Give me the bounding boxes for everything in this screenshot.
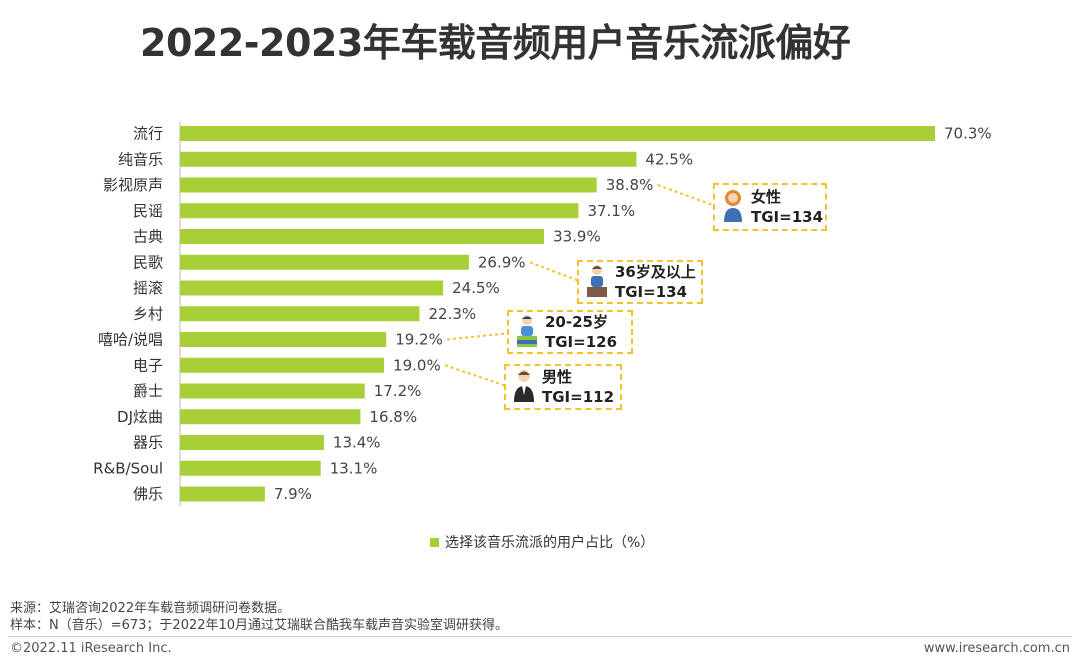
callout-tgi: TGI=112 (542, 388, 615, 406)
data-label: 26.9% (478, 253, 526, 271)
data-label: 42.5% (645, 150, 693, 168)
copyright-text: ©2022.11 iResearch Inc. (10, 641, 172, 656)
data-label: 22.3% (428, 305, 476, 323)
category-label: DJ炫曲 (117, 408, 163, 426)
legend: 选择该音乐流派的用户占比（%） (430, 532, 654, 552)
category-label: 佛乐 (133, 485, 163, 503)
legend-swatch (430, 537, 439, 547)
bar (180, 383, 365, 399)
data-label: 13.1% (330, 459, 378, 477)
bar-group: 流行 70.3% 纯音乐 42.5% 影视原声 38.8% 民谣 37.1% 古典 33.9% 民歌… (93, 121, 992, 506)
category-label: 器乐 (133, 434, 163, 452)
young-person-icon (515, 313, 539, 351)
category-label: 纯音乐 (118, 150, 163, 168)
bar (180, 306, 420, 322)
category-label: 电子 (133, 356, 163, 374)
data-label: 37.1% (587, 202, 635, 220)
category-label: 乡村 (133, 305, 163, 323)
legend-label: 选择该音乐流派的用户占比（%） (445, 535, 655, 551)
category-label: 民谣 (133, 202, 163, 220)
bar (180, 486, 265, 502)
category-label: 流行 (133, 125, 163, 143)
callout-label: 女性 (751, 188, 782, 206)
tgi-callout: 男性 TGI=112 (504, 364, 622, 410)
data-label: 33.9% (553, 228, 601, 246)
callout-label: 男性 (542, 368, 573, 386)
category-label: 古典 (133, 228, 163, 246)
category-label: 摇滚 (133, 279, 163, 297)
data-label: 70.3% (944, 125, 992, 143)
data-label: 38.8% (606, 176, 654, 194)
data-label: 17.2% (374, 382, 422, 400)
connector-line (657, 184, 719, 208)
bar (180, 435, 324, 450)
category-label: 影视原声 (103, 176, 163, 194)
data-label: 19.2% (395, 331, 443, 349)
source-note: 来源：艾瑞咨询2022年车载音频调研问卷数据。 (10, 601, 291, 616)
woman-icon (721, 188, 745, 226)
tgi-callout: 20-25岁 TGI=126 (507, 310, 633, 354)
category-label: 爵士 (133, 382, 163, 400)
chart-title: 2022-2023年车载音频用户音乐流派偏好 (140, 21, 851, 65)
tgi-callout: 女性 TGI=134 (713, 183, 827, 231)
connector-line (447, 332, 512, 341)
connector-line (444, 364, 510, 388)
notes: 来源：艾瑞咨询2022年车载音频调研问卷数据。 样本：N（音乐）=673；于20… (10, 600, 508, 634)
bar (180, 254, 469, 270)
callout-tgi: TGI=134 (615, 283, 688, 301)
bar (180, 177, 597, 193)
tgi-callout: 36岁及以上 TGI=134 (577, 260, 703, 304)
bar (180, 357, 385, 373)
annotation-connectors (444, 184, 719, 388)
callout-label: 36岁及以上 (615, 263, 696, 281)
data-label: 19.0% (393, 356, 441, 374)
data-label: 13.4% (333, 434, 381, 452)
bar (180, 203, 579, 219)
connector-line (529, 261, 583, 283)
bar (180, 460, 321, 476)
data-label: 7.9% (274, 485, 312, 503)
older-person-icon (585, 263, 609, 301)
footer-divider (8, 636, 1072, 637)
bar (180, 151, 637, 167)
bar (180, 229, 545, 244)
bar (180, 409, 361, 425)
man-icon (512, 368, 536, 406)
data-label: 24.5% (452, 279, 500, 297)
bar (180, 332, 387, 347)
category-label: R&B/Soul (93, 459, 163, 477)
sample-note: 样本：N（音乐）=673；于2022年10月通过艾瑞联合酷我车载声音实验室调研获… (10, 618, 509, 633)
bar (180, 126, 935, 141)
category-label: 民歌 (133, 253, 163, 271)
callout-tgi: TGI=126 (545, 333, 618, 351)
category-label: 嘻哈/说唱 (98, 331, 163, 349)
callout-tgi: TGI=134 (751, 208, 824, 226)
data-label: 16.8% (369, 408, 417, 426)
callout-label: 20-25岁 (545, 313, 608, 331)
bar (180, 280, 444, 296)
website-text: www.iresearch.com.cn (923, 641, 1070, 656)
